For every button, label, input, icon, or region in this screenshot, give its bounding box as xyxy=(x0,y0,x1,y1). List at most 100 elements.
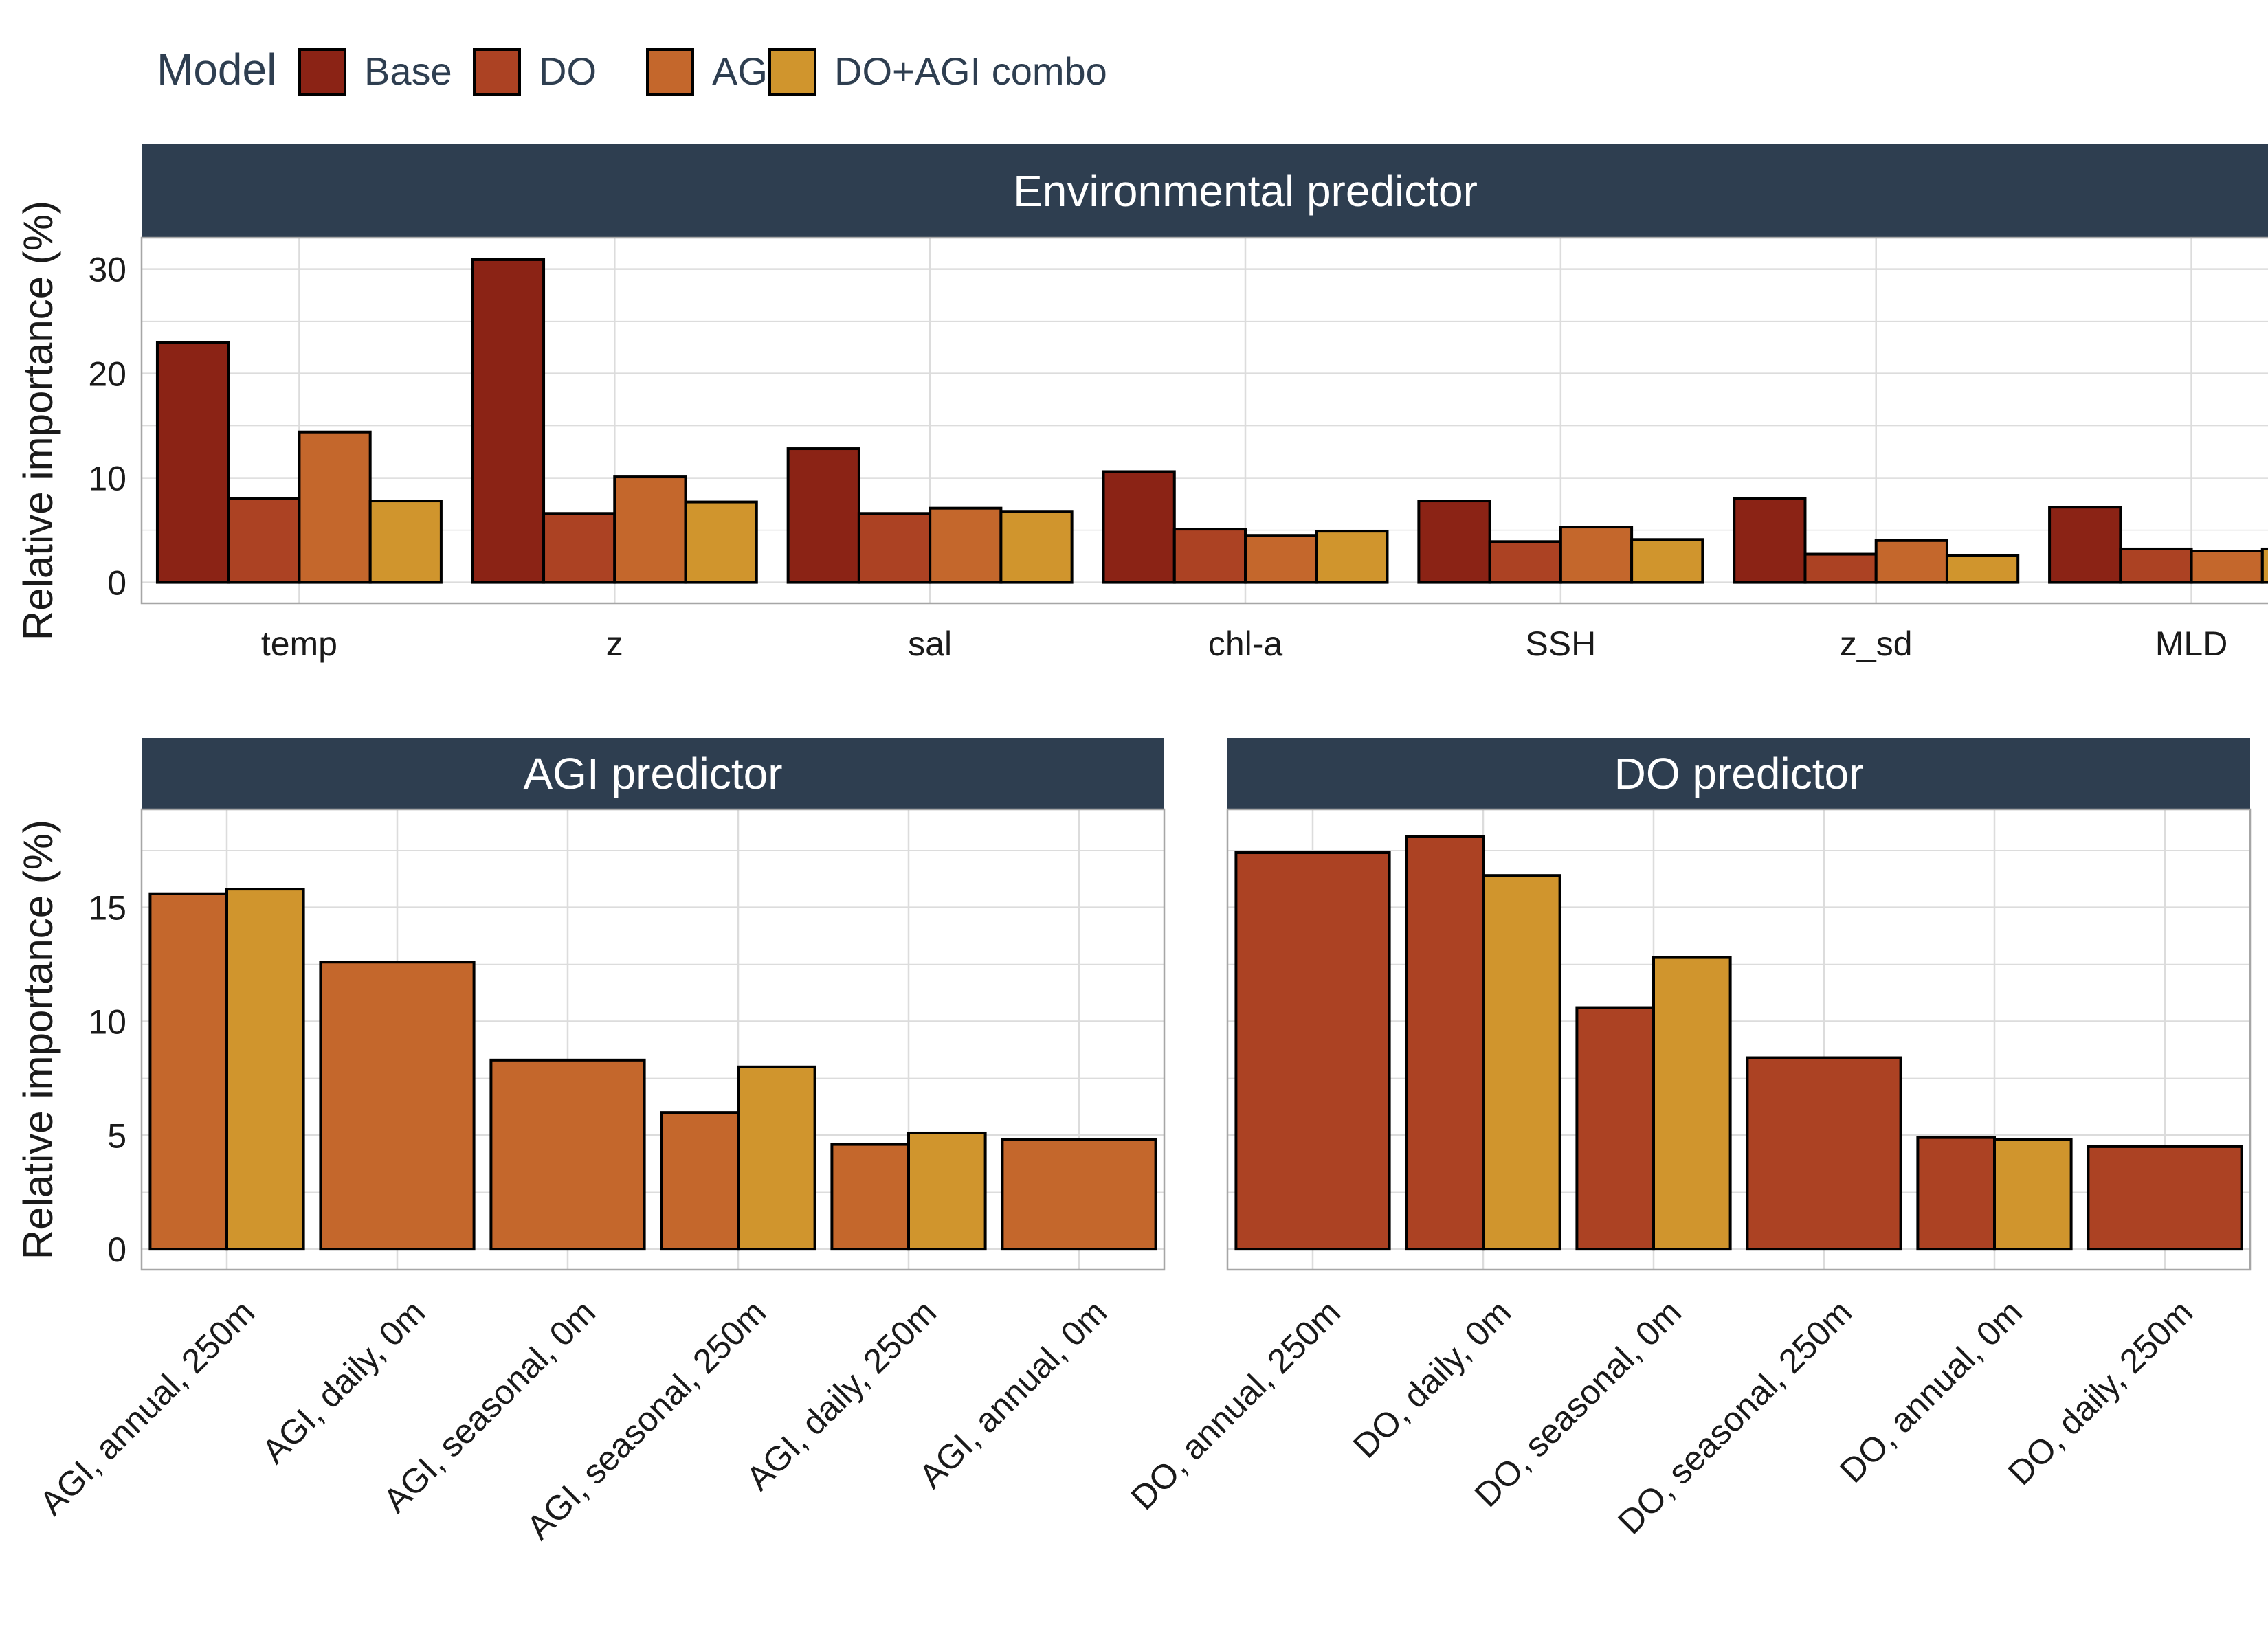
bar-agi-agi-annual-250m xyxy=(148,892,228,1251)
bar-agi-z-sd xyxy=(1874,539,1948,584)
bar-do-agi-combo-sal xyxy=(999,510,1074,584)
y-tick-labels: 0 10 20 30 xyxy=(88,251,126,603)
panel-border xyxy=(140,236,2268,605)
x-tick-labels: temp z sal chl-a SSH z_sd MLD xyxy=(261,625,2228,663)
bars xyxy=(148,888,1157,1251)
y-tick-label: 0 xyxy=(107,1231,126,1269)
bar-agi-agi-seasonal-0m xyxy=(489,1058,646,1251)
strip-do-predictor xyxy=(1227,738,2250,809)
bar-agi-chl-a xyxy=(1244,534,1318,584)
panel-border xyxy=(140,808,1166,1271)
bar-do-do-daily-0m xyxy=(1405,835,1485,1251)
legend-label: DO xyxy=(539,49,597,93)
bar-do-z-sd xyxy=(1803,552,1878,584)
bar-do-mld xyxy=(2119,547,2193,584)
bar-do-agi-combo-agi-seasonal-250m xyxy=(737,1065,816,1251)
panel-title: AGI predictor xyxy=(523,749,782,798)
bar-do-agi-combo-do-annual-0m xyxy=(1993,1138,2073,1251)
legend-entry-do: DO xyxy=(473,48,597,96)
x-tick-label: AGI, daily, 0m xyxy=(254,1293,432,1471)
bars xyxy=(1234,835,2243,1251)
legend-label: AGI xyxy=(712,49,778,93)
bar-do-agi-combo-z xyxy=(684,500,758,584)
x-tick-label: AGI, annual, 0m xyxy=(911,1293,1114,1496)
legend-swatch xyxy=(768,48,816,96)
bar-do-agi-combo-agi-annual-250m xyxy=(225,888,305,1251)
bar-do-agi-combo-z-sd xyxy=(1945,554,2020,584)
y-axis-title: Relative importance (%) xyxy=(15,820,61,1259)
panel-agi-predictor: AGI predictor 0 5 10 15 Relative importance (… xyxy=(15,738,1166,1547)
x-tick-label: DO, daily, 250m xyxy=(2001,1293,2200,1492)
bar-agi-ssh xyxy=(1559,526,1634,584)
bar-do-chl-a xyxy=(1172,528,1247,584)
bar-agi-mld xyxy=(2190,550,2264,584)
panel-environmental-predictor: Environmental predictor 0 10 20 30 Relative i… xyxy=(15,144,2268,663)
bar-base-temp xyxy=(155,341,230,584)
bar-agi-agi-seasonal-250m xyxy=(660,1111,740,1251)
y-axis-title: Relative importance (%) xyxy=(15,201,61,640)
bar-base-ssh xyxy=(1417,500,1491,584)
bar-agi-agi-daily-0m xyxy=(319,961,476,1251)
bar-do-sal xyxy=(857,512,932,584)
x-tick-label: DO, daily, 0m xyxy=(1346,1293,1518,1466)
bar-do-agi-combo-mld xyxy=(2260,547,2268,584)
x-tick-label: AGI, annual, 250m xyxy=(32,1293,262,1523)
y-tick-label: 30 xyxy=(88,251,126,289)
bar-do-temp xyxy=(227,497,301,584)
legend-title: Model xyxy=(157,45,276,94)
legend-entry-base: Base xyxy=(298,48,452,96)
legend-label: DO+AGI combo xyxy=(834,49,1107,93)
panel-border xyxy=(1226,808,2252,1271)
legend-swatch xyxy=(646,48,694,96)
bar-agi-sal xyxy=(929,506,1003,584)
bar-do-agi-combo-do-daily-0m xyxy=(1482,874,1561,1251)
bars xyxy=(155,258,2268,584)
legend-swatch xyxy=(298,48,346,96)
legend-entry-agi: AGI xyxy=(646,48,778,96)
y-tick-label: 10 xyxy=(88,1002,126,1041)
bar-do-agi-combo-do-seasonal-0m xyxy=(1652,956,1732,1251)
bar-do-do-daily-250m xyxy=(2087,1145,2243,1251)
bar-do-do-annual-250m xyxy=(1234,851,1391,1251)
x-tick-label: SSH xyxy=(1525,625,1596,663)
panel-title: Environmental predictor xyxy=(1013,166,1478,216)
strip-agi-predictor xyxy=(142,738,1164,809)
strip-environmental-predictor xyxy=(142,144,2268,238)
bar-do-agi-combo-temp xyxy=(368,500,443,584)
bar-do-do-annual-0m xyxy=(1916,1136,1996,1251)
x-tick-label: chl-a xyxy=(1208,625,1283,663)
bar-do-agi-combo-ssh xyxy=(1630,538,1704,584)
bar-agi-z xyxy=(613,475,687,584)
x-tick-label: z_sd xyxy=(1840,625,1913,663)
y-tick-label: 15 xyxy=(88,889,126,928)
bar-base-chl-a xyxy=(1102,470,1176,584)
bar-do-ssh xyxy=(1488,540,1562,584)
bar-do-do-seasonal-0m xyxy=(1575,1006,1655,1251)
bar-agi-agi-daily-250m xyxy=(830,1143,911,1251)
bar-agi-agi-annual-0m xyxy=(1001,1138,1157,1251)
x-tick-label: temp xyxy=(261,625,337,663)
y-tick-label: 5 xyxy=(107,1117,126,1155)
bar-base-z-sd xyxy=(1733,497,1807,584)
bar-base-mld xyxy=(2048,506,2122,584)
legend-label: Base xyxy=(364,49,452,93)
x-tick-label: DO, annual, 250m xyxy=(1124,1293,1348,1518)
x-tick-label: z xyxy=(606,625,623,663)
y-tick-label: 0 xyxy=(107,564,126,603)
x-tick-label: MLD xyxy=(2155,625,2228,663)
bar-base-z xyxy=(471,258,546,584)
y-tick-label: 20 xyxy=(88,355,126,394)
legend: Model Base DO AGI DO+AGI combo xyxy=(157,45,1107,96)
legend-entry-do-agi-combo: DO+AGI combo xyxy=(768,48,1107,96)
bar-do-agi-combo-agi-daily-250m xyxy=(907,1131,987,1251)
bar-base-sal xyxy=(786,447,860,584)
y-tick-labels: 0 5 10 15 xyxy=(88,889,126,1270)
panel-title: DO predictor xyxy=(1614,749,1864,798)
bar-do-agi-combo-chl-a xyxy=(1315,530,1389,584)
x-tick-label: DO, annual, 0m xyxy=(1832,1293,2030,1490)
bar-do-do-seasonal-250m xyxy=(1746,1056,1902,1251)
legend-swatch xyxy=(473,48,521,96)
